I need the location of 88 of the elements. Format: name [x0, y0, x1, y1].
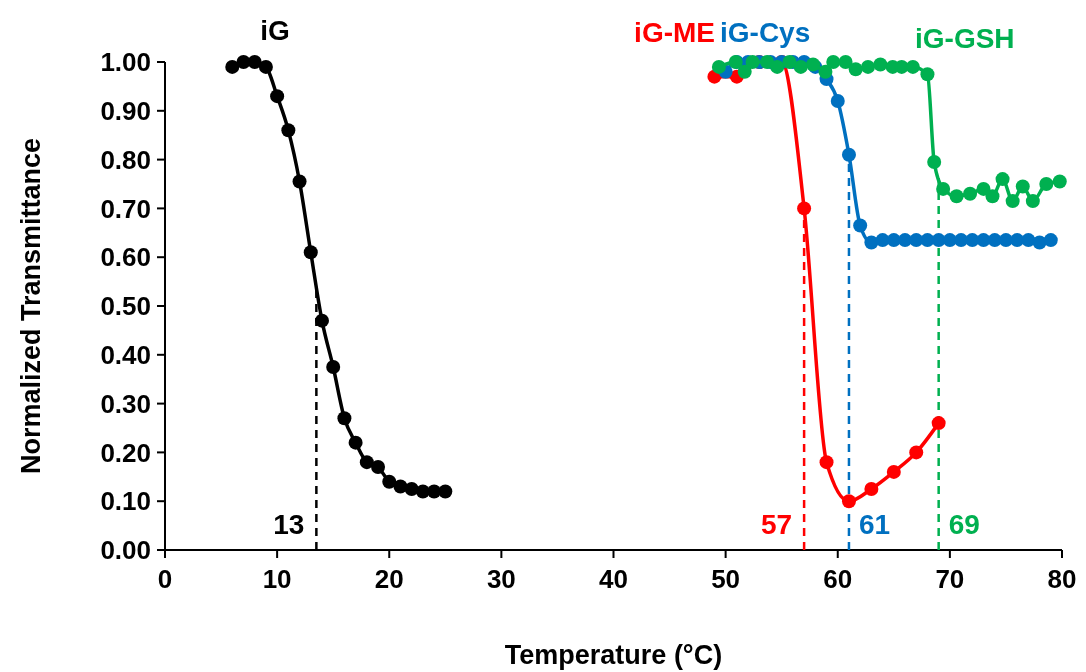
x-tick-label: 80: [1047, 564, 1077, 594]
point: [909, 233, 924, 248]
point: [225, 59, 240, 74]
point: [985, 189, 1000, 204]
series-label: iG-GSH: [915, 23, 1015, 54]
point: [337, 411, 352, 426]
x-tick-label: 40: [599, 564, 628, 594]
y-axis-title: Normalized Transmittance: [16, 137, 46, 475]
point: [905, 59, 920, 74]
point: [1015, 179, 1030, 194]
x-tick-label: 70: [935, 564, 965, 594]
point: [873, 57, 888, 72]
point: [841, 494, 856, 509]
point: [1039, 177, 1054, 191]
point: [1043, 233, 1058, 248]
point: [949, 189, 964, 204]
point: [853, 218, 868, 233]
point: [965, 233, 980, 248]
point: [830, 94, 845, 109]
x-axis-title: Temperature (°C): [504, 640, 723, 670]
point: [995, 172, 1010, 187]
x-tick-label: 10: [262, 564, 292, 594]
point: [1005, 194, 1020, 209]
point: [359, 455, 374, 470]
point: [927, 155, 942, 170]
point: [292, 174, 307, 189]
point: [711, 59, 726, 74]
y-tick-label: 1.00: [100, 47, 151, 78]
x-tick-label: 60: [823, 564, 853, 594]
point: [348, 435, 363, 450]
y-tick-label: 0.00: [100, 535, 151, 566]
y-tick-label: 0.40: [100, 339, 151, 370]
point: [920, 67, 935, 82]
point: [826, 55, 841, 69]
point: [976, 181, 991, 196]
point: [314, 313, 329, 328]
ref-line-label: 61: [858, 509, 891, 540]
point: [247, 55, 262, 69]
ref-line-label: 57: [760, 509, 793, 540]
series-label: iG-ME: [634, 17, 715, 48]
point: [438, 484, 453, 499]
y-tick-label: 0.80: [100, 144, 151, 175]
y-tick-label: 0.70: [100, 193, 151, 224]
point: [737, 64, 752, 79]
point: [909, 445, 924, 460]
series-label: iG-Cys: [720, 17, 811, 48]
point: [931, 416, 946, 431]
ref-line-label: 69: [948, 509, 980, 540]
point: [770, 59, 785, 74]
x-tick-label: 50: [711, 564, 741, 594]
point: [236, 55, 251, 69]
point: [1021, 233, 1036, 248]
point: [864, 482, 879, 496]
y-tick-label: 0.90: [100, 95, 151, 126]
point: [393, 479, 408, 494]
point: [258, 59, 273, 74]
point: [797, 201, 812, 216]
point: [745, 55, 760, 69]
point: [281, 123, 296, 138]
y-tick-label: 0.50: [100, 291, 151, 322]
y-tick-label: 0.60: [100, 242, 151, 273]
x-tick-label: 20: [374, 564, 404, 594]
x-tick-label: 0: [157, 564, 173, 594]
point: [819, 455, 834, 470]
point: [1025, 194, 1040, 209]
ref-line-label: 13: [273, 509, 305, 540]
point: [326, 360, 341, 374]
point: [838, 55, 853, 69]
point: [818, 64, 833, 79]
point: [936, 181, 951, 196]
x-tick-label: 30: [486, 564, 516, 594]
point: [886, 464, 901, 479]
point: [864, 235, 879, 250]
point: [841, 147, 856, 162]
point: [303, 245, 318, 260]
y-tick-label: 0.10: [100, 486, 151, 517]
point: [793, 59, 808, 74]
series-label: iG: [260, 15, 290, 46]
y-tick-label: 0.30: [100, 388, 151, 419]
point: [861, 59, 876, 74]
y-tick-label: 0.20: [100, 437, 151, 468]
point: [920, 233, 935, 248]
point: [382, 474, 397, 489]
point: [270, 89, 285, 104]
point: [371, 460, 386, 475]
point: [1052, 174, 1067, 189]
point: [848, 62, 863, 77]
point: [963, 186, 978, 201]
